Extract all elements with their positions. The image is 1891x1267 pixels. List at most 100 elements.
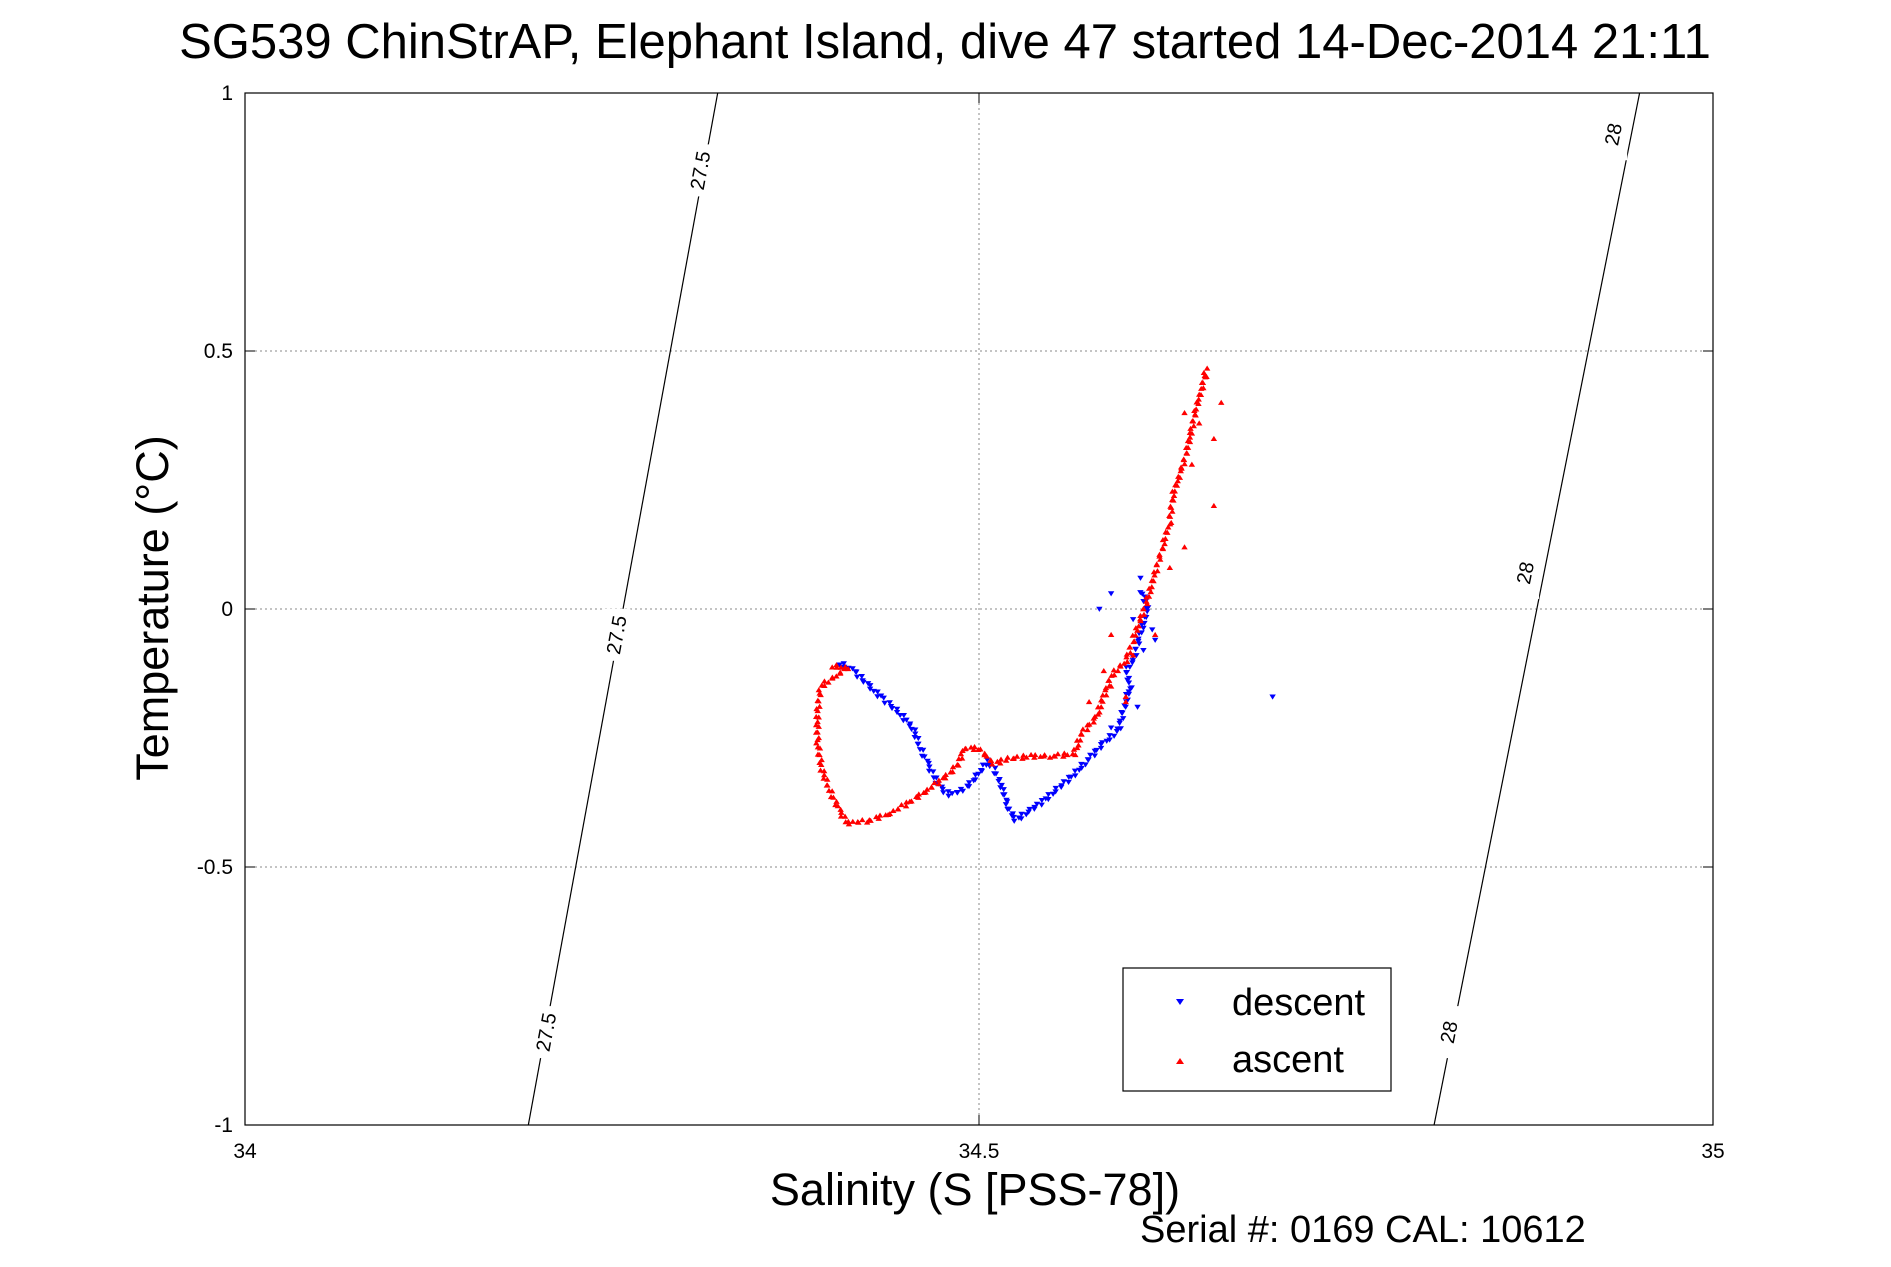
ascent-point xyxy=(922,789,929,795)
ascent-point xyxy=(1180,456,1187,462)
ascent-point xyxy=(812,729,820,735)
descent-point xyxy=(866,686,874,692)
ascent-point xyxy=(1102,685,1110,691)
descent-point xyxy=(965,780,973,786)
ascent-point xyxy=(1110,667,1118,673)
ascent-point xyxy=(1177,464,1185,470)
y-tick-label: 0 xyxy=(221,598,233,621)
descent-point xyxy=(1113,729,1121,735)
descent-point xyxy=(1005,806,1013,812)
ascent-point xyxy=(817,767,824,773)
ascent-point xyxy=(1169,497,1176,503)
ascent-point xyxy=(1060,753,1067,759)
descent-point xyxy=(945,793,952,799)
ascent-point xyxy=(962,745,969,751)
descent-point xyxy=(1087,752,1094,758)
descent-point xyxy=(1138,630,1145,636)
ascent-point xyxy=(838,809,845,815)
ascent-point xyxy=(1162,535,1169,541)
ascent-point xyxy=(859,817,866,823)
descent-point xyxy=(1140,599,1147,605)
descent-point xyxy=(991,765,999,771)
ascent-point xyxy=(821,678,828,684)
descent-point xyxy=(849,666,856,672)
x-tick-label: 34.5 xyxy=(959,1140,1000,1163)
descent-point xyxy=(1072,773,1079,779)
descent-point xyxy=(915,735,922,742)
ascent-point xyxy=(997,756,1005,762)
descent-point xyxy=(858,673,866,680)
ascent-point xyxy=(1091,713,1099,719)
ascent-point xyxy=(1170,492,1178,499)
ascent-point xyxy=(1123,654,1130,660)
ascent-point xyxy=(1098,697,1105,703)
ascent-point xyxy=(1171,488,1179,494)
ascent-point xyxy=(1046,754,1054,760)
isopycnal-label: 28 xyxy=(1437,1019,1463,1045)
ascent-point xyxy=(957,751,965,757)
ascent-point xyxy=(815,687,823,693)
ascent-point xyxy=(814,707,821,714)
ascent-point xyxy=(1072,752,1079,758)
descent-point xyxy=(1119,716,1127,722)
ascent-point xyxy=(1157,556,1164,562)
y-tick-label: 1 xyxy=(221,82,233,105)
ascent-point xyxy=(1041,752,1048,758)
ascent-point xyxy=(1210,435,1218,441)
descent-point xyxy=(992,771,1000,777)
ascent-point xyxy=(828,788,836,794)
ascent-point xyxy=(1192,406,1200,412)
descent-point xyxy=(1038,797,1046,804)
ascent-point xyxy=(1186,434,1194,440)
ascent-point xyxy=(1181,461,1188,467)
descent-point xyxy=(939,786,946,792)
descent-point xyxy=(1078,765,1085,771)
descent-point xyxy=(1071,768,1079,774)
ascent-point xyxy=(1191,411,1199,417)
ascent-point xyxy=(1169,508,1176,514)
ascent-point xyxy=(855,819,862,825)
descent-point xyxy=(1097,745,1105,751)
ascent-point xyxy=(1172,482,1179,488)
ascent-point xyxy=(1166,564,1174,570)
y-tick-label: -0.5 xyxy=(197,856,233,879)
ascent-point xyxy=(1162,529,1169,535)
descent-point xyxy=(836,662,843,668)
descent-point xyxy=(1106,737,1113,743)
ascent-point xyxy=(1020,752,1027,758)
ascent-point xyxy=(1193,399,1200,405)
isopycnal-label-bg xyxy=(1511,546,1540,599)
descent-point xyxy=(1116,720,1123,727)
legend-ascent-label: ascent xyxy=(1232,1039,1344,1081)
descent-point xyxy=(1038,802,1045,808)
ascent-point xyxy=(829,664,836,670)
ascent-point xyxy=(818,682,825,688)
ascent-point xyxy=(1114,667,1122,674)
ascent-point xyxy=(1200,369,1208,375)
descent-point xyxy=(1125,691,1133,697)
descent-point xyxy=(874,694,881,700)
ascent-point xyxy=(1210,502,1218,509)
ascent-point xyxy=(1177,468,1184,474)
y-axis-label: Temperature (°C) xyxy=(127,435,178,781)
ascent-point xyxy=(1151,631,1159,638)
descent-point xyxy=(1026,806,1033,812)
ascent-point xyxy=(1023,754,1030,760)
descent-point xyxy=(929,769,937,775)
descent-point xyxy=(1023,812,1030,818)
ascent-point xyxy=(875,815,882,821)
descent-point xyxy=(1082,762,1089,768)
ascent-point xyxy=(954,761,961,768)
ascent-point xyxy=(1186,429,1194,435)
ascent-point xyxy=(1167,503,1174,509)
isopycnal-label-bg xyxy=(531,1006,560,1059)
descent-point xyxy=(1125,689,1132,695)
descent-point xyxy=(984,757,991,763)
ascent-point xyxy=(1184,444,1192,450)
descent-point xyxy=(860,679,867,685)
ascent-point xyxy=(1166,512,1173,518)
ascent-point xyxy=(1156,551,1163,557)
ascent-point xyxy=(818,761,825,767)
ascent-point xyxy=(1070,746,1078,752)
